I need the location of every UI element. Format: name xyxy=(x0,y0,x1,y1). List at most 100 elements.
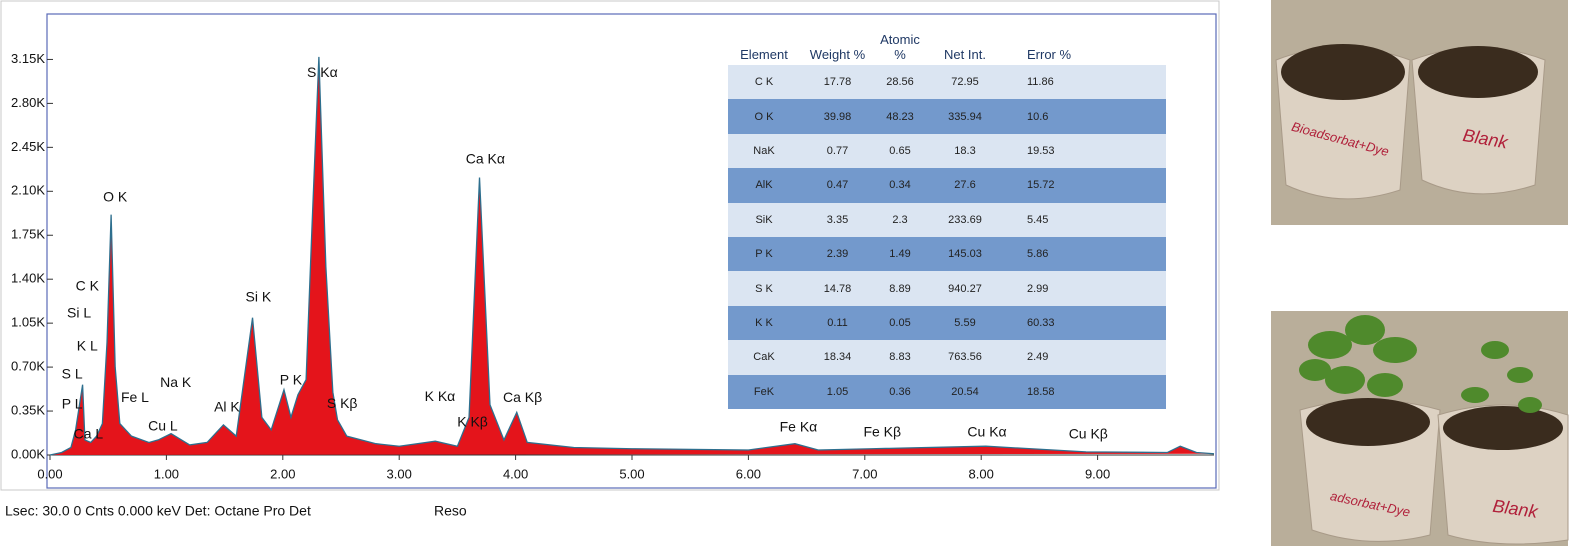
y-tick-label: 3.15K xyxy=(11,51,45,66)
table-cell: 0.77 xyxy=(826,144,849,157)
y-tick-label: 0.70K xyxy=(11,359,45,374)
x-tick-label: 7.00 xyxy=(852,466,877,481)
table-cell: 0.11 xyxy=(827,316,848,329)
peak-label: O K xyxy=(103,188,128,204)
table-cell: AlK xyxy=(755,179,773,192)
peak-label: K Kβ xyxy=(457,414,488,430)
x-tick-label: 9.00 xyxy=(1085,466,1110,481)
peak-label: Ca L xyxy=(74,426,104,442)
column-header: Atomic % xyxy=(880,32,920,62)
x-tick-label: 2.00 xyxy=(270,466,295,481)
peak-label: S L xyxy=(62,365,83,381)
peak-label: Fe Kα xyxy=(780,419,818,435)
peak-label: Ca Kβ xyxy=(503,389,542,405)
y-tick-label: 1.05K xyxy=(11,315,45,330)
peak-label: Na K xyxy=(160,374,192,390)
table-row: NaK 0.77 0.65 18.3 19.53 xyxy=(728,133,1166,169)
y-tick-label: 2.10K xyxy=(11,183,45,198)
photo-top: Bioadsorbat+Dye Blank xyxy=(1271,0,1568,225)
table-cell: O K xyxy=(754,110,774,123)
peak-label: C K xyxy=(76,277,100,293)
table-cell: SiK xyxy=(755,213,773,226)
table-cell: 5.86 xyxy=(1027,248,1049,261)
table-cell: P K xyxy=(755,248,773,261)
x-tick-label: 8.00 xyxy=(969,466,994,481)
x-tick-label: 1.00 xyxy=(154,466,179,481)
table-cell: 48.23 xyxy=(886,110,914,123)
x-tick-label: 5.00 xyxy=(619,466,644,481)
column-header: Weight % xyxy=(809,47,866,62)
y-tick-label: 2.45K xyxy=(11,139,45,154)
table-cell: 8.89 xyxy=(889,282,911,295)
table-cell: 2.39 xyxy=(826,248,849,261)
table-cell: 145.03 xyxy=(948,248,982,261)
table-cell: 8.83 xyxy=(889,351,911,364)
table-cell: 0.05 xyxy=(889,316,911,329)
table-cell: 335.94 xyxy=(948,110,982,123)
table-cell: 2.3 xyxy=(892,213,908,226)
column-header: Element xyxy=(740,47,788,62)
peak-label: Cu L xyxy=(148,417,178,433)
peak-label: Fe Kβ xyxy=(863,424,901,440)
table-cell: 0.65 xyxy=(889,144,911,157)
table-row: SiK 3.35 2.3 233.69 5.45 xyxy=(728,202,1166,237)
column-header: Net Int. xyxy=(944,47,986,62)
table-cell: 28.56 xyxy=(886,76,914,89)
table-cell: 0.47 xyxy=(826,179,849,192)
table-cell: 60.33 xyxy=(1027,316,1055,329)
column-header: Error % xyxy=(1027,47,1072,62)
table-cell: 2.49 xyxy=(1027,351,1049,364)
y-tick-label: 1.40K xyxy=(11,271,45,286)
peak-label: P L xyxy=(62,395,83,411)
soil xyxy=(1443,406,1563,450)
panel-frame xyxy=(0,0,1220,491)
footer-status: Lsec: 30.0 0 Cnts 0.000 keV Det: Octane … xyxy=(5,503,311,519)
table-header: Element Weight % Atomic % Net Int. Error % xyxy=(728,24,1166,65)
x-tick-label: 3.00 xyxy=(387,466,412,481)
table-cell: 72.95 xyxy=(951,76,979,89)
table-cell: 0.34 xyxy=(889,179,911,192)
plant-leaves xyxy=(1299,315,1542,413)
peak-label: Al K xyxy=(214,399,240,415)
y-tick-label: 0.00K xyxy=(11,446,45,461)
table-row: P K 2.39 1.49 145.03 5.86 xyxy=(728,236,1166,272)
peak-label: Fe L xyxy=(121,389,149,405)
table-row: CaK 18.34 8.83 763.56 2.49 xyxy=(728,340,1166,375)
table-row: FeK 1.05 0.36 20.54 18.58 xyxy=(728,374,1166,409)
y-tick-label: 2.80K xyxy=(11,95,45,110)
soil xyxy=(1418,46,1538,98)
peak-label: Cu Kβ xyxy=(1069,426,1108,442)
spectrum-line xyxy=(49,56,1215,456)
table-cell: 233.69 xyxy=(948,213,982,226)
peak-label: Si L xyxy=(67,304,91,320)
peak-label: Si K xyxy=(246,289,272,305)
peak-label: S Kβ xyxy=(327,395,358,411)
table-cell: NaK xyxy=(753,144,775,157)
plot-frame xyxy=(46,13,1217,489)
table-cell: 20.54 xyxy=(951,385,979,398)
table-cell: 763.56 xyxy=(948,351,982,364)
table-cell: S K xyxy=(755,282,773,295)
table-cell: 17.78 xyxy=(823,76,852,89)
peak-label: Cu Kα xyxy=(967,424,1006,440)
table-cell: 0.36 xyxy=(889,385,911,398)
peak-label: P K xyxy=(280,372,303,388)
table-cell: C K xyxy=(754,76,774,89)
table-row: AlK 0.47 0.34 27.6 15.72 xyxy=(728,168,1166,203)
table-cell: 10.6 xyxy=(1027,110,1049,123)
peak-label: K Kα xyxy=(425,388,456,404)
table-cell: 5.45 xyxy=(1027,213,1049,226)
table-row: S K 14.78 8.89 940.27 2.99 xyxy=(728,271,1166,306)
table-cell: 11.86 xyxy=(1027,76,1054,89)
table-cell: 5.59 xyxy=(954,316,976,329)
table-cell: 1.49 xyxy=(889,248,911,261)
table-cell: FeK xyxy=(753,385,775,398)
soil xyxy=(1281,44,1405,100)
photo-bottom: adsorbat+Dye Blank xyxy=(1271,311,1569,546)
table-cell: K K xyxy=(755,316,773,329)
table-cell: 39.98 xyxy=(823,110,852,123)
table-row: O K 39.98 48.23 335.94 10.6 xyxy=(728,99,1166,134)
table-cell: 2.99 xyxy=(1027,282,1049,295)
table-cell: 18.58 xyxy=(1027,385,1055,398)
